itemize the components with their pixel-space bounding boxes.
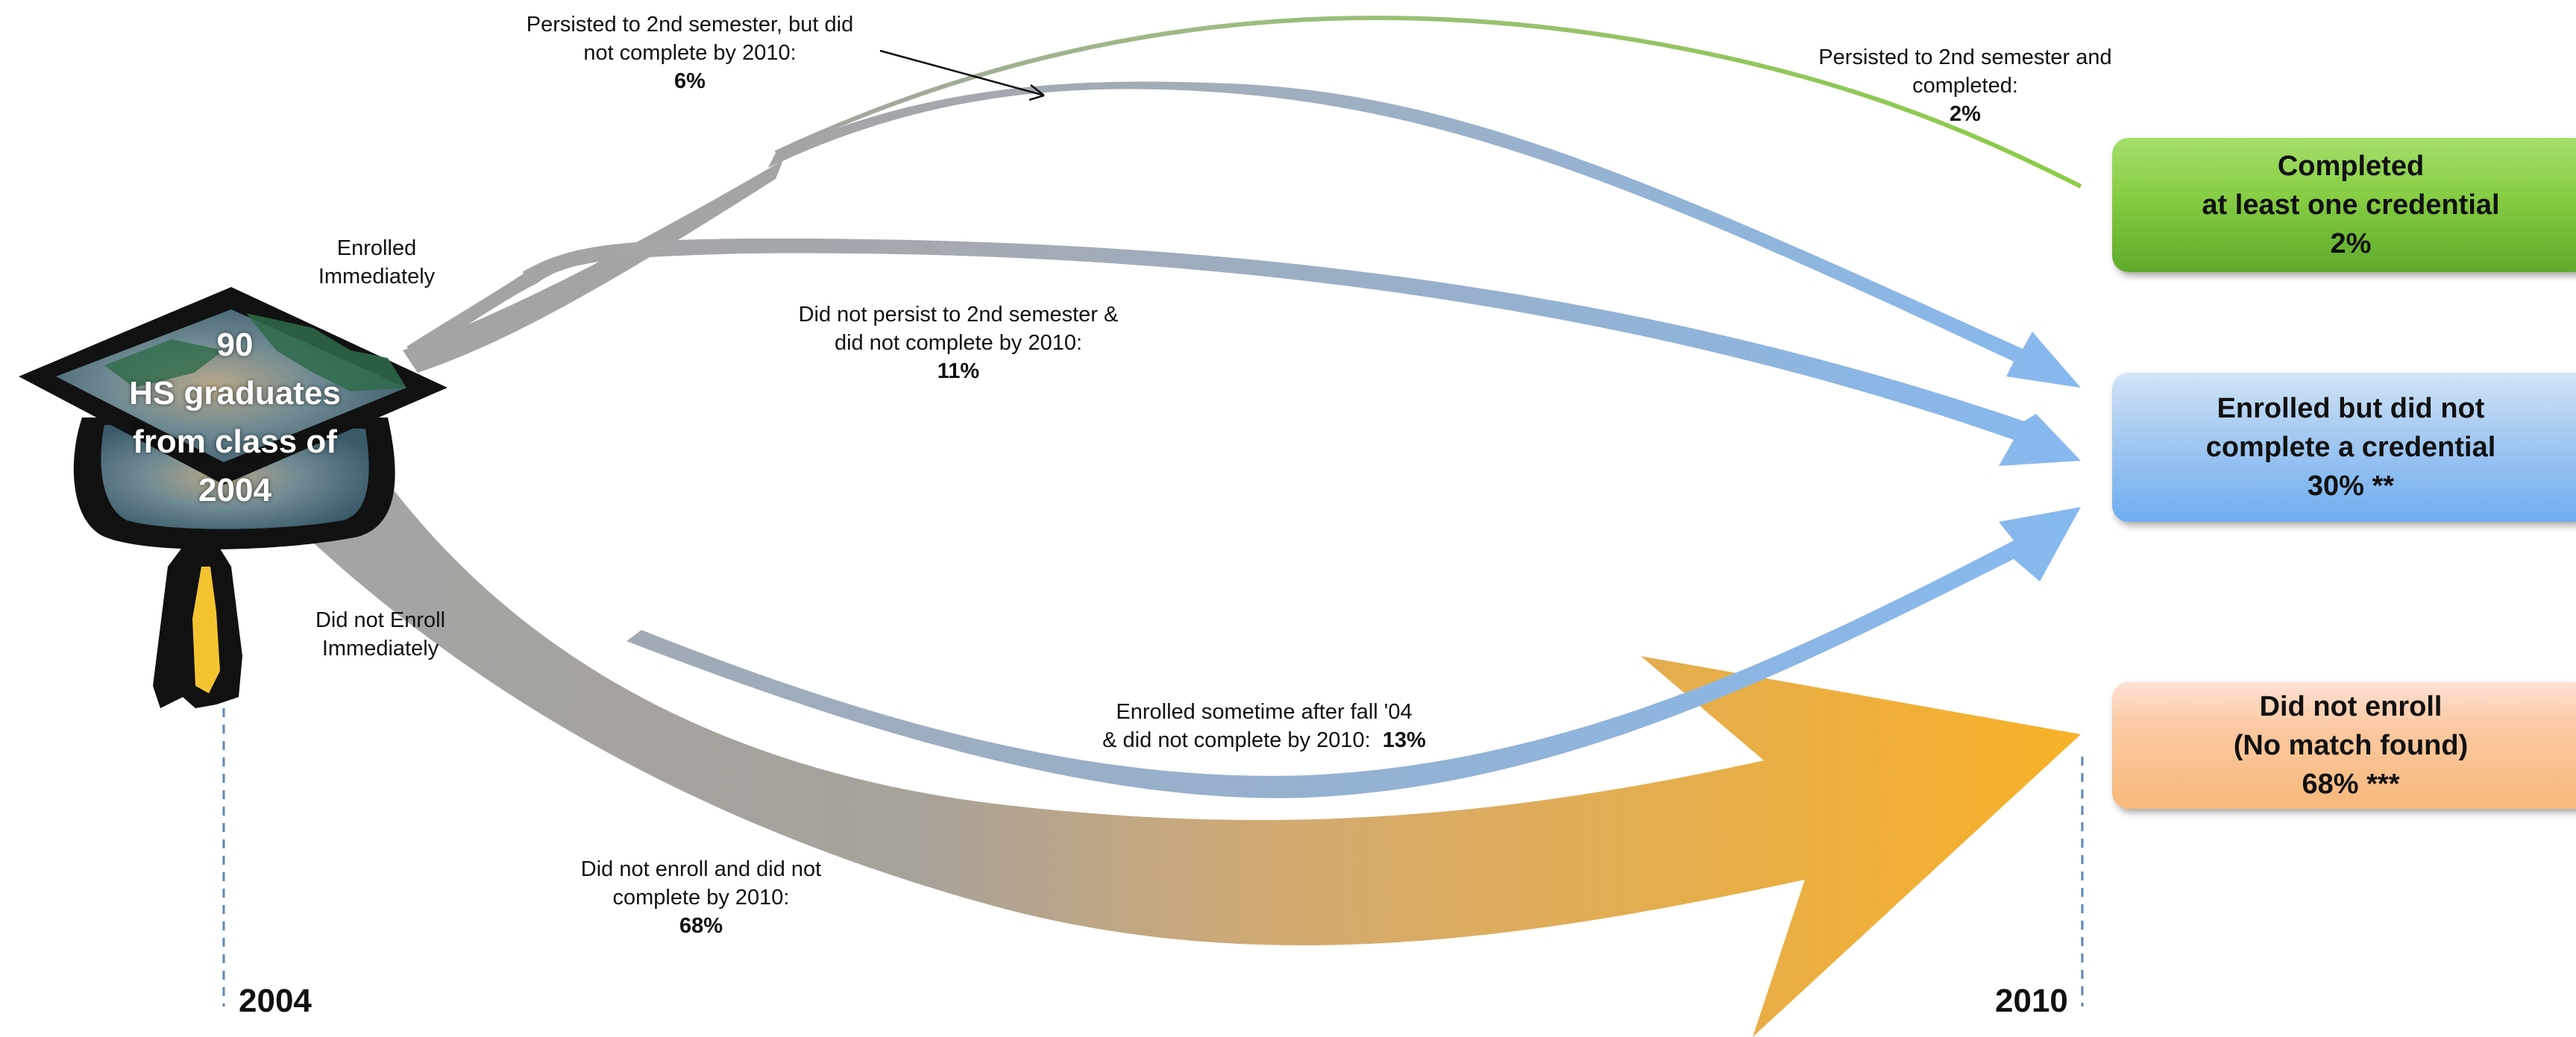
flow-11pct-value: 11% (937, 359, 980, 383)
flow-enrolled-trunk (403, 160, 783, 373)
flow-13pct-value: 13% (1382, 728, 1426, 752)
outcome-enrolled-line2: complete a credential (2205, 432, 2496, 463)
flow-6pct-value: 6% (674, 69, 706, 93)
flow-2pct-line2: completed: (1912, 74, 2018, 98)
flow-11pct-line1: Did not persist to 2nd semester & (798, 303, 1119, 327)
flow-enrolled-later-label: Enrolled sometime after fall '04 & did n… (1052, 698, 1477, 754)
branch-not-enrolled-line2: Immediately (321, 637, 439, 661)
start-line-3: from class of (133, 423, 337, 460)
outcome-enrolled-pct: 30% ** (2307, 470, 2395, 502)
outcome-did-not-enroll-box: Did not enroll (No match found) 68% *** (2112, 682, 2576, 809)
branch-enrolled-label: Enrolled Immediately (283, 234, 470, 291)
flow-persist-complete-label: Persisted to 2nd semester and completed:… (1794, 43, 2137, 128)
flow-68pct-line2: complete by 2010: (612, 886, 790, 910)
flow-enrolled-branch (406, 272, 537, 358)
outcome-completed-box: Completed at least one credential 2% (2112, 138, 2576, 272)
outcome-enrolled-box: Enrolled but did not complete a credenti… (2112, 373, 2576, 522)
outcome-completed-pct: 2% (2330, 228, 2372, 259)
flow-enrolled-later (626, 507, 2081, 798)
outcome-completed-line1: Completed (2277, 151, 2425, 182)
flow-not-persist (522, 238, 2081, 466)
flow-not-enroll (291, 462, 2081, 1037)
start-line-4: 2004 (198, 472, 271, 508)
flow-6pct-line1: Persisted to 2nd semester, but did (526, 13, 854, 37)
outcome-not-enroll-line1: Did not enroll (2259, 691, 2443, 722)
start-line-2: HS graduates (129, 375, 341, 412)
flow-not-enroll-label: Did not enroll and did not complete by 2… (559, 855, 843, 940)
flow-persist-not-complete (768, 81, 2081, 388)
start-population-label: 90 HS graduates from class of 2004 (112, 321, 358, 514)
callout-arrow-6pct (879, 49, 1045, 97)
start-count: 90 (216, 327, 254, 363)
outcome-completed-line2: at least one credential (2202, 189, 2500, 221)
outcome-not-enroll-line2: (No match found) (2233, 730, 2469, 761)
flow-68pct-value: 68% (679, 914, 723, 938)
branch-enrolled-line2: Immediately (318, 265, 436, 289)
flow-2pct-value: 2% (1950, 102, 1981, 126)
flow-11pct-line2: did not complete by 2010: (834, 331, 1083, 355)
graduation-cap-icon (19, 287, 447, 708)
callout-arrow-head (1028, 84, 1045, 101)
flow-6pct-line2: not complete by 2010: (583, 41, 797, 65)
branch-not-enrolled-line1: Did not Enroll (315, 608, 446, 632)
flow-13pct-line2-wrap: & did not complete by 2010: 13% (1052, 726, 1477, 754)
year-start-label: 2004 (239, 983, 312, 1019)
branch-enrolled-line1: Enrolled (336, 236, 417, 260)
flow-13pct-line2: & did not complete by 2010: (1102, 728, 1371, 752)
flow-68pct-line1: Did not enroll and did not (580, 857, 822, 881)
flow-persist-complete (774, 15, 2082, 189)
outcome-not-enroll-pct: 68% *** (2302, 769, 2400, 800)
flow-not-persist-label: Did not persist to 2nd semester & did no… (776, 300, 1141, 385)
branch-not-enrolled-label: Did not Enroll Immediately (287, 606, 474, 663)
flow-13pct-line1: Enrolled sometime after fall '04 (1116, 700, 1413, 724)
outcome-enrolled-line1: Enrolled but did not (2217, 393, 2485, 424)
year-end-label: 2010 (1995, 983, 2068, 1019)
flow-persist-not-complete-label: Persisted to 2nd semester, but did not c… (507, 10, 873, 95)
flow-2pct-line1: Persisted to 2nd semester and (1818, 45, 2112, 69)
